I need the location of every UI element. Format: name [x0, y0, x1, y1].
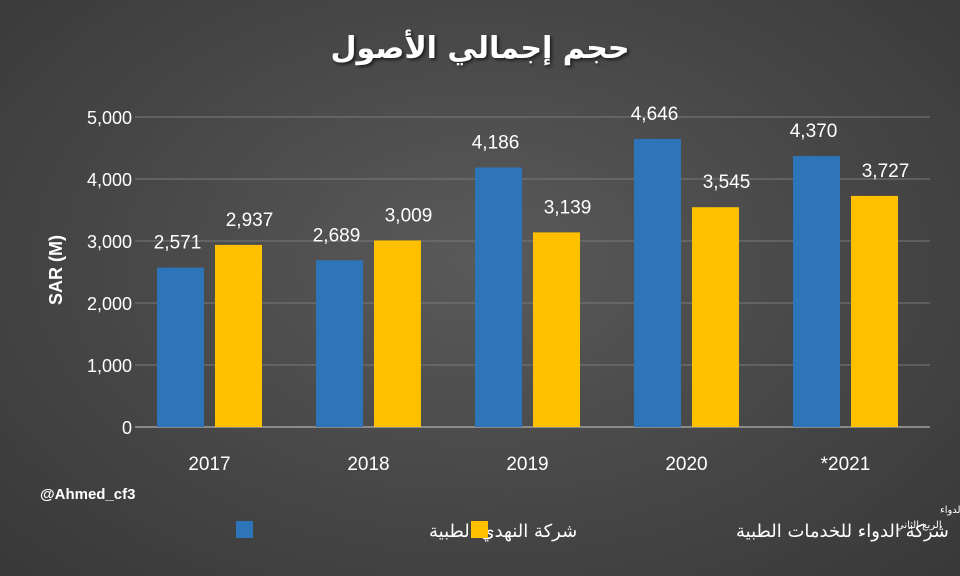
y-tick-label: 4,000 — [87, 170, 132, 190]
footnote-line-1: * النهدي الربع الثالث، الدواء — [940, 505, 960, 516]
data-label-nahdi-2021*: 4,370 — [790, 121, 838, 142]
footnote-line-2: الربع الثاني — [896, 520, 942, 531]
legend: شركة النهدي الطبية شركة الدواء للخدمات ا… — [236, 521, 949, 542]
bar-dawaa-2021* — [851, 195, 898, 427]
legend-label-nahdi: شركة النهدي الطبية — [429, 521, 577, 542]
bar-nahdi-2020 — [634, 138, 681, 427]
data-label-nahdi-2018: 2,689 — [313, 225, 361, 246]
y-axis-ticks: 0 1,000 2,000 3,000 4,000 5,000 — [87, 108, 132, 438]
data-label-nahdi-2020: 4,646 — [631, 104, 679, 125]
y-tick-label: 5,000 — [87, 108, 132, 128]
legend-label-dawaa: شركة الدواء للخدمات الطبية — [736, 521, 949, 542]
bar-dawaa-2017 — [215, 244, 262, 427]
data-label-dawaa-2021*: 3,727 — [862, 161, 910, 182]
y-tick-label: 3,000 — [87, 232, 132, 252]
data-label-dawaa-2017: 2,937 — [226, 210, 274, 231]
data-label-dawaa-2018: 3,009 — [385, 205, 433, 226]
author-handle: @Ahmed_cf3 — [40, 486, 136, 503]
x-tick-label-2017: 2017 — [188, 454, 230, 475]
bar-nahdi-2018 — [316, 260, 363, 427]
bar-nahdi-2021* — [793, 156, 840, 427]
bar-dawaa-2018 — [374, 240, 421, 427]
y-tick-label: 0 — [122, 418, 132, 438]
data-label-dawaa-2020: 3,545 — [703, 172, 751, 193]
legend-swatch-dawaa — [471, 521, 488, 538]
bar-dawaa-2019 — [533, 232, 580, 427]
x-axis-ticks: 2017 2018 2019 2020 *2021 — [188, 454, 870, 475]
y-tick-label: 2,000 — [87, 294, 132, 314]
bar-nahdi-2019 — [475, 167, 522, 427]
x-tick-label-2018: 2018 — [347, 454, 389, 475]
x-tick-label-2020: 2020 — [665, 454, 707, 475]
data-label-dawaa-2019: 3,139 — [544, 197, 592, 218]
data-label-nahdi-2017: 2,571 — [154, 233, 202, 254]
data-label-nahdi-2019: 4,186 — [472, 132, 520, 153]
bars — [157, 138, 898, 427]
data-labels: 2,571 2,937 2,689 3,009 4,186 3,139 4,646 3,545… — [154, 104, 910, 254]
bar-dawaa-2020 — [692, 207, 739, 427]
legend-swatch-nahdi — [236, 521, 253, 538]
chart-title: حجم إجمالي الأصول — [330, 29, 629, 66]
y-tick-label: 1,000 — [87, 356, 132, 376]
x-tick-label-2021*: *2021 — [821, 454, 871, 475]
bar-nahdi-2017 — [157, 267, 204, 427]
x-tick-label-2019: 2019 — [506, 454, 548, 475]
y-axis-title: SAR (M) — [46, 235, 66, 305]
